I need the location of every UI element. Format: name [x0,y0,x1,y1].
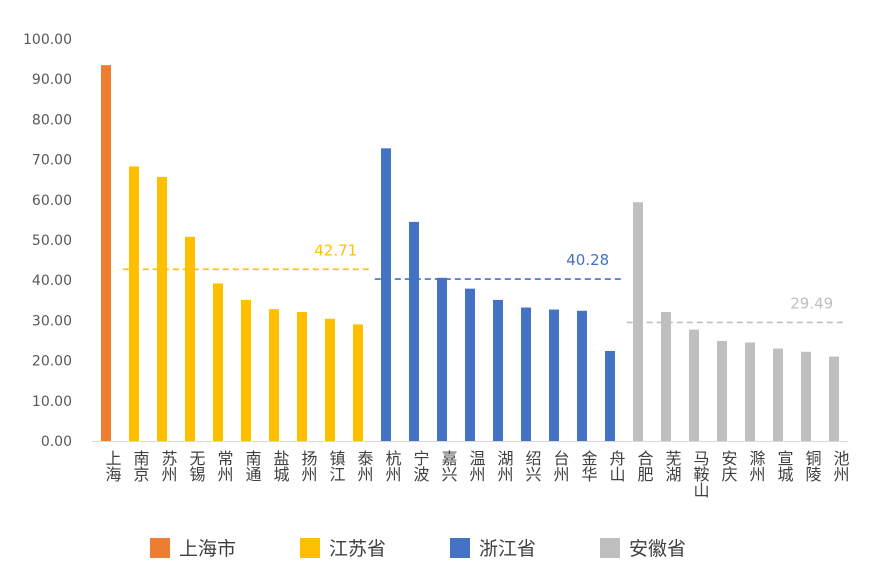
x-tick-label: 滁州 [747,450,766,482]
x-tick-label: 湖州 [495,450,514,482]
y-tick-label: 90.00 [32,72,72,88]
x-tick-label: 舟山 [607,450,626,482]
bar-温州 [465,288,475,441]
x-tick-label: 苏州 [159,450,178,482]
bar-苏州 [157,176,167,442]
bar-马鞍山 [689,329,699,441]
legend-label: 江苏省 [329,538,386,560]
bar-舟山 [605,350,615,441]
y-tick-label: 50.00 [32,233,72,249]
bar-安庆 [717,340,727,441]
bar-芜湖 [661,311,671,441]
legend-swatch [150,538,170,558]
x-tick-label: 铜陵 [803,450,822,482]
y-tick-label: 100.00 [23,32,72,48]
x-tick-label: 台州 [551,450,570,482]
bar-绍兴 [521,307,531,441]
bars [101,65,839,442]
legend: 上海市 江苏省 浙江省 安徽省 [150,538,686,560]
x-tick-label: 温州 [467,450,486,482]
x-tick-label: 嘉兴 [439,450,458,482]
x-tick-label: 泰州 [355,450,374,482]
x-tick-label: 无锡 [187,450,206,483]
y-tick-label: 0.00 [41,434,72,450]
legend-label: 安徽省 [629,538,686,560]
bar-扬州 [297,311,307,441]
bar-盐城 [269,309,279,441]
y-tick-label: 80.00 [32,112,72,128]
x-tick-label: 上海 [103,450,122,482]
x-tick-label: 绍兴 [523,450,542,482]
y-tick-label: 10.00 [32,394,72,410]
bar-泰州 [353,324,363,441]
x-tick-label: 扬州 [299,450,318,482]
legend-swatch [450,538,470,558]
x-tick-label: 池州 [831,450,850,482]
y-axis: 0.00 10.00 20.00 30.00 40.00 50.00 60.00 70.00 8… [23,32,72,450]
x-tick-label: 金华 [579,450,598,482]
bar-湖州 [493,299,503,441]
x-axis: 上海 南京 苏州 无锡 常州 南通 盐城 扬州 镇江 泰州 杭州 宁波 嘉兴 温州 湖州 绍兴 台州 金华 舟山 合肥… [92,441,850,498]
y-tick-label: 60.00 [32,193,72,209]
bar-南通 [241,299,251,441]
bar-南京 [129,166,139,441]
bar-宁波 [409,221,419,441]
average-lines: 42.71 40.28 29.49 [122,241,846,324]
bar-宣城 [773,348,783,441]
legend-label: 上海市 [179,538,236,560]
x-tick-label: 宁波 [411,450,430,482]
average-label: 29.49 [790,294,833,312]
bar-镇江 [325,318,335,441]
x-tick-label: 南通 [243,450,262,482]
bar-嘉兴 [437,277,447,441]
x-tick-label: 合肥 [635,450,654,483]
legend-label: 浙江省 [479,538,536,560]
bar-上海 [101,65,111,441]
x-tick-label: 盐城 [271,450,290,483]
bar-杭州 [381,148,391,441]
bar-无锡 [185,236,195,441]
y-tick-label: 70.00 [32,153,72,169]
x-tick-label: 宣城 [775,450,794,483]
bar-台州 [549,309,559,441]
average-label: 40.28 [566,251,609,269]
bar-常州 [213,283,223,441]
y-tick-label: 40.00 [32,273,72,289]
bar-滁州 [745,342,755,441]
legend-swatch [600,538,620,558]
bar-铜陵 [801,351,811,441]
legend-swatch [300,538,320,558]
x-tick-label: 安庆 [719,450,738,482]
x-tick-label: 南京 [131,450,150,483]
y-tick-label: 30.00 [32,313,72,329]
x-tick-label: 芜湖 [663,450,682,483]
x-tick-label: 常州 [215,450,234,482]
average-label: 42.71 [314,241,357,259]
y-tick-label: 20.00 [32,354,72,370]
bar-池州 [829,356,839,441]
bar-合肥 [633,202,643,441]
x-tick-label: 镇江 [327,450,346,482]
bar-金华 [577,310,587,441]
x-tick-label: 马鞍山 [691,450,710,498]
x-tick-label: 杭州 [383,450,402,482]
